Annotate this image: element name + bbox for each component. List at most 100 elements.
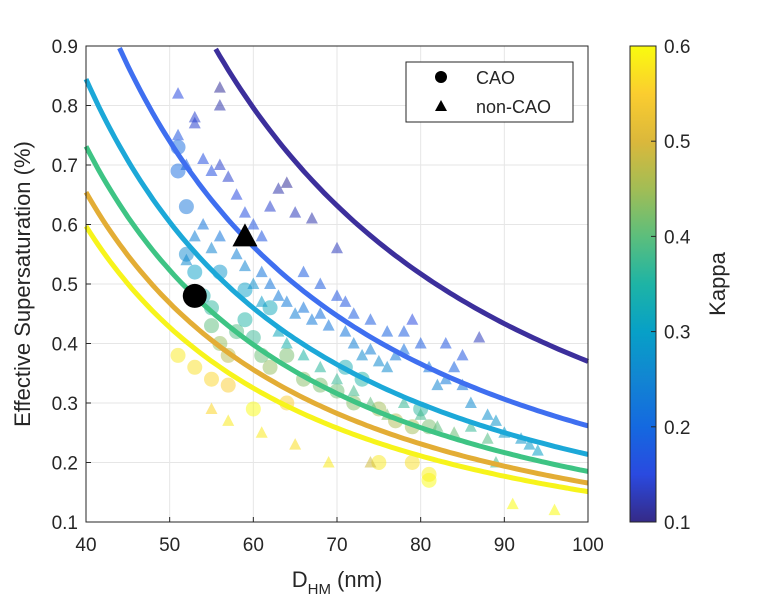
cao-point bbox=[220, 377, 236, 393]
y-tick-label: 0.4 bbox=[52, 335, 79, 356]
noncao-point bbox=[397, 325, 410, 337]
noncao-point bbox=[314, 277, 327, 289]
legend-cao-marker bbox=[435, 71, 447, 83]
noncao-point bbox=[222, 414, 235, 426]
legend-noncao-marker bbox=[435, 100, 447, 111]
x-tick-label: 90 bbox=[494, 535, 515, 556]
noncao-point bbox=[255, 265, 268, 278]
noncao-point bbox=[272, 182, 285, 194]
colorbar-tick-label: 0.1 bbox=[664, 513, 690, 534]
noncao-point bbox=[448, 426, 461, 438]
noncao-point bbox=[356, 348, 369, 361]
noncao-point bbox=[464, 396, 477, 408]
noncao-point bbox=[339, 295, 352, 307]
noncao-point bbox=[238, 259, 251, 272]
cao-point bbox=[170, 163, 186, 179]
cao-point bbox=[421, 466, 437, 482]
noncao-point bbox=[205, 164, 218, 176]
noncao-point bbox=[213, 99, 226, 111]
noncao-point bbox=[406, 313, 419, 325]
kappa-curve bbox=[83, 191, 589, 486]
x-axis-ticks: 40 50 60 70 80 90 100 bbox=[75, 517, 604, 556]
cao-point bbox=[262, 300, 278, 316]
noncao-point bbox=[548, 503, 561, 516]
kappa-curve bbox=[117, 47, 589, 429]
noncao-point bbox=[280, 176, 293, 188]
x-tick-label: 60 bbox=[243, 535, 264, 556]
noncao-point bbox=[289, 438, 302, 450]
noncao-point bbox=[347, 384, 360, 397]
kappa-curve bbox=[213, 47, 589, 364]
noncao-point bbox=[272, 325, 285, 337]
y-tick-label: 0.9 bbox=[52, 37, 78, 58]
noncao-point bbox=[531, 444, 544, 456]
kappa-curves bbox=[83, 47, 589, 495]
noncao-point bbox=[305, 313, 318, 325]
cao-point bbox=[237, 312, 253, 328]
y-tick-label: 0.7 bbox=[52, 156, 78, 177]
noncao-point bbox=[255, 295, 268, 307]
noncao-point bbox=[523, 438, 536, 450]
noncao-point bbox=[473, 331, 486, 343]
cao-point bbox=[237, 282, 253, 298]
y-tick-label: 0.6 bbox=[52, 216, 78, 237]
noncao-point bbox=[280, 295, 293, 307]
colorbar-tick-label: 0.2 bbox=[664, 418, 690, 439]
noncao-point bbox=[397, 396, 410, 408]
cao-point bbox=[404, 455, 420, 470]
noncao-point bbox=[439, 337, 452, 349]
noncao-point bbox=[364, 313, 377, 325]
noncao-point bbox=[255, 426, 268, 438]
x-tick-label: 100 bbox=[572, 535, 604, 556]
cao-highlight-marker bbox=[182, 283, 207, 308]
noncao-point bbox=[172, 87, 185, 99]
noncao-point bbox=[347, 337, 360, 349]
noncao-point bbox=[197, 218, 210, 230]
noncao-point bbox=[213, 81, 226, 93]
cao-point bbox=[204, 318, 219, 334]
colorbar-tick-label: 0.4 bbox=[664, 227, 691, 248]
noncao-point bbox=[247, 277, 260, 289]
noncao-point bbox=[339, 325, 352, 337]
cao-point bbox=[204, 371, 219, 387]
noncao-point bbox=[372, 354, 385, 367]
y-axis-ticks: 0.1 0.2 0.3 0.4 0.5 0.6 0.7 0.8 0.9 bbox=[52, 37, 91, 534]
x-axis-label: DHM (nm) bbox=[292, 567, 383, 598]
y-axis-label: Effective Supersaturation (%) bbox=[10, 141, 35, 427]
noncao-point bbox=[289, 307, 302, 319]
noncao-point bbox=[205, 402, 218, 414]
noncao-point bbox=[414, 337, 427, 349]
noncao-point bbox=[506, 497, 519, 510]
noncao-point bbox=[222, 170, 235, 182]
noncao-point bbox=[314, 360, 327, 373]
x-tick-label: 80 bbox=[410, 535, 431, 556]
noncao-point bbox=[322, 319, 335, 331]
noncao-point bbox=[489, 414, 502, 426]
noncao-point bbox=[188, 116, 201, 129]
noncao-point bbox=[205, 241, 218, 254]
noncao-point bbox=[431, 378, 444, 391]
noncao-point bbox=[389, 348, 402, 361]
noncao-point bbox=[172, 128, 185, 141]
colorbar-tick-label: 0.5 bbox=[664, 132, 690, 153]
noncao-point bbox=[180, 253, 193, 266]
noncao-point bbox=[331, 241, 343, 254]
y-tick-label: 0.8 bbox=[52, 97, 78, 118]
noncao-point bbox=[297, 265, 310, 278]
colorbar-ticks: 0.1 0.2 0.3 0.4 0.5 0.6 bbox=[651, 37, 691, 534]
legend: CAO non-CAO bbox=[405, 61, 574, 123]
noncao-point bbox=[255, 229, 268, 242]
noncao-point bbox=[230, 188, 243, 200]
noncao-point bbox=[481, 408, 494, 420]
kappa-curve bbox=[83, 78, 589, 457]
cao-point bbox=[245, 401, 261, 417]
noncao-point bbox=[188, 229, 201, 242]
colorbar: 0.1 0.2 0.3 0.4 0.5 0.6 Kappa bbox=[629, 37, 730, 534]
noncao-point bbox=[439, 372, 452, 385]
noncao-point bbox=[347, 307, 360, 319]
legend-noncao-label: non-CAO bbox=[476, 97, 551, 117]
y-tick-label: 0.1 bbox=[52, 513, 78, 534]
noncao-point bbox=[289, 206, 302, 218]
noncao-point bbox=[247, 218, 260, 230]
